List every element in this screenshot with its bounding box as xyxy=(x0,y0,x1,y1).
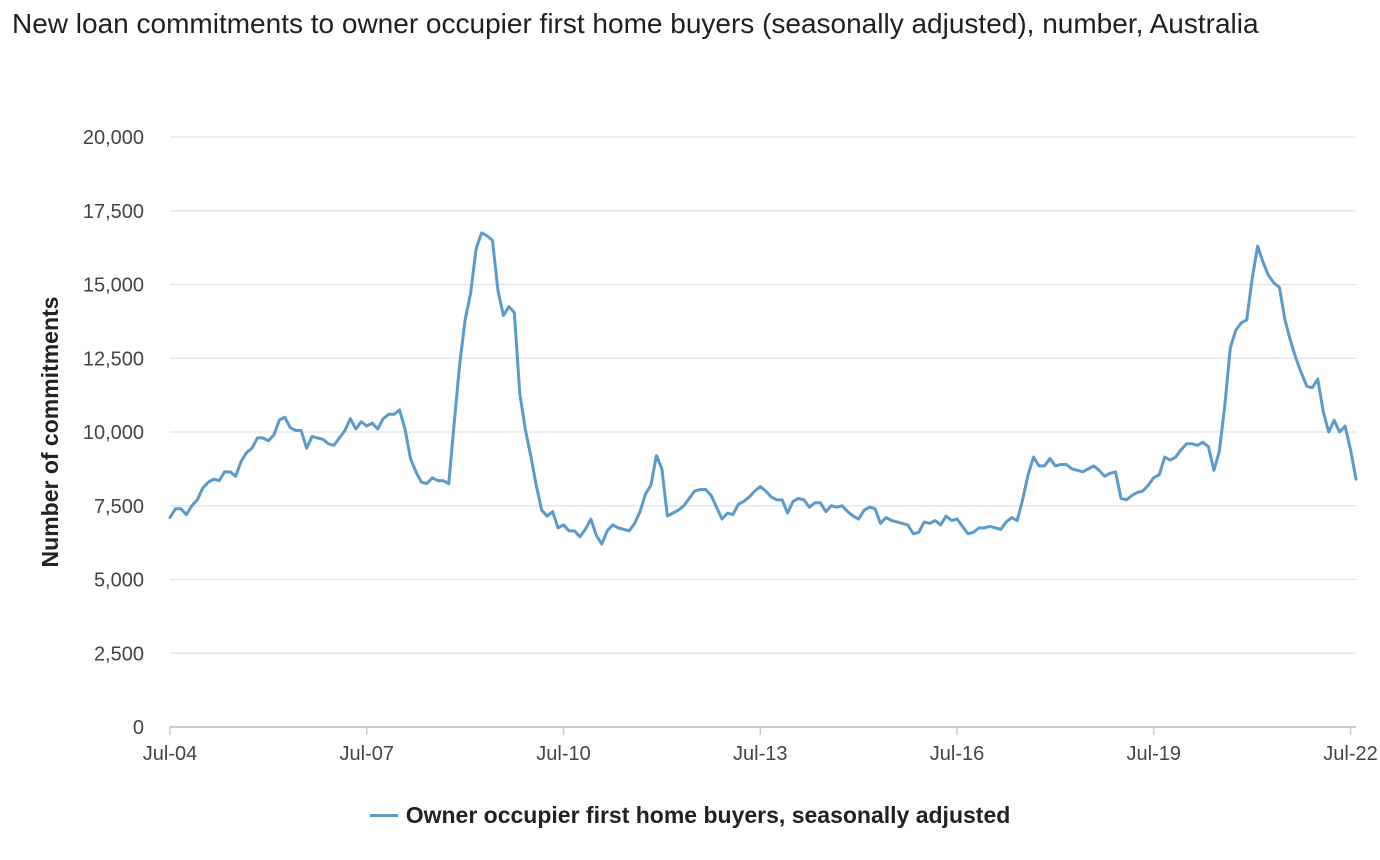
legend-label: Owner occupier first home buyers, season… xyxy=(405,802,1011,828)
y-tick-label: 12,500 xyxy=(83,348,144,370)
x-tick-label: Jul-07 xyxy=(340,743,394,765)
y-tick-label: 10,000 xyxy=(83,422,144,444)
y-axis-ticks: 0 2,500 5,000 7,500 10,000 12,500 15,000 17,500… xyxy=(83,127,144,739)
gridlines xyxy=(170,136,1356,728)
y-tick-label: 17,500 xyxy=(83,201,144,223)
x-tick-label: Jul-19 xyxy=(1127,743,1181,765)
chart-title: New loan commitments to owner occupier f… xyxy=(12,8,1259,39)
y-tick-label: 15,000 xyxy=(83,275,144,297)
legend-swatch xyxy=(369,814,398,817)
series-group xyxy=(168,231,1358,546)
x-tick-label: Jul-13 xyxy=(733,743,787,765)
y-tick-label: 7,500 xyxy=(94,496,144,518)
y-tick-label: 5,000 xyxy=(94,570,144,592)
y-tick-label: 2,500 xyxy=(94,643,144,665)
x-tick-label: Jul-10 xyxy=(536,743,590,765)
line-chart: 0 2,500 5,000 7,500 10,000 12,500 15,000 17,500… xyxy=(37,127,1378,765)
series-line[interactable] xyxy=(168,231,1358,546)
legend: Owner occupier first home buyers, season… xyxy=(0,802,1380,829)
legend-item[interactable]: Owner occupier first home buyers, season… xyxy=(369,802,1011,829)
x-tick-label: Jul-16 xyxy=(930,743,984,765)
x-axis-ticks: Jul-04 Jul-07 Jul-10 Jul-13 Jul-16 Jul-19 Jul-… xyxy=(143,727,1378,765)
x-tick-label: Jul-04 xyxy=(143,743,197,765)
y-tick-label: 0 xyxy=(133,717,144,739)
x-tick-label: Jul-22 xyxy=(1323,743,1377,765)
y-axis-title: Number of commitments xyxy=(37,297,63,568)
y-tick-label: 20,000 xyxy=(83,127,144,149)
